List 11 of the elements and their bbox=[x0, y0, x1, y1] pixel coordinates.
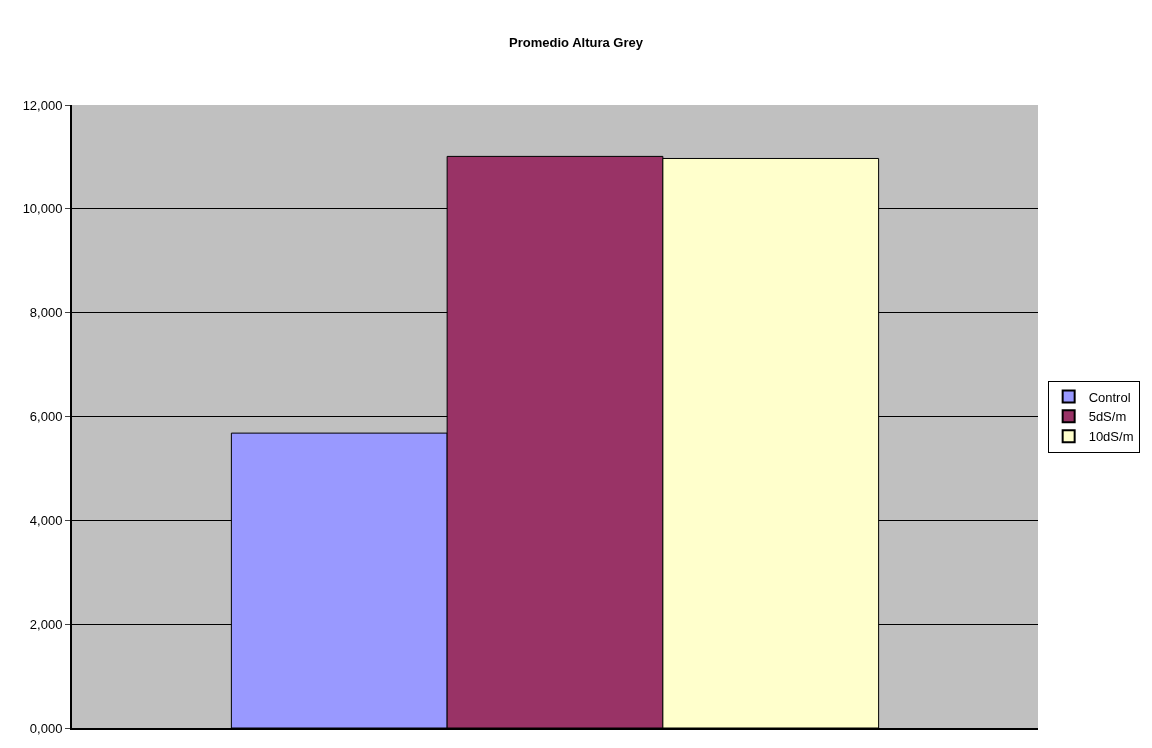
y-tick-label: 2,000 bbox=[29, 616, 63, 632]
legend-label: 5dS/m bbox=[1088, 409, 1127, 425]
y-tick-label: 4,000 bbox=[29, 512, 63, 528]
chart-title: Promedio Altura Grey bbox=[509, 34, 644, 50]
y-tick-label: 0,000 bbox=[29, 720, 63, 736]
legend-label: 10dS/m bbox=[1088, 429, 1134, 445]
y-tick-label: 6,000 bbox=[29, 409, 63, 425]
y-tick-label: 12,000 bbox=[22, 97, 63, 113]
y-tick-label: 10,000 bbox=[22, 201, 63, 217]
y-tick-label: 8,000 bbox=[29, 305, 63, 321]
legend-label: Control bbox=[1088, 389, 1131, 405]
